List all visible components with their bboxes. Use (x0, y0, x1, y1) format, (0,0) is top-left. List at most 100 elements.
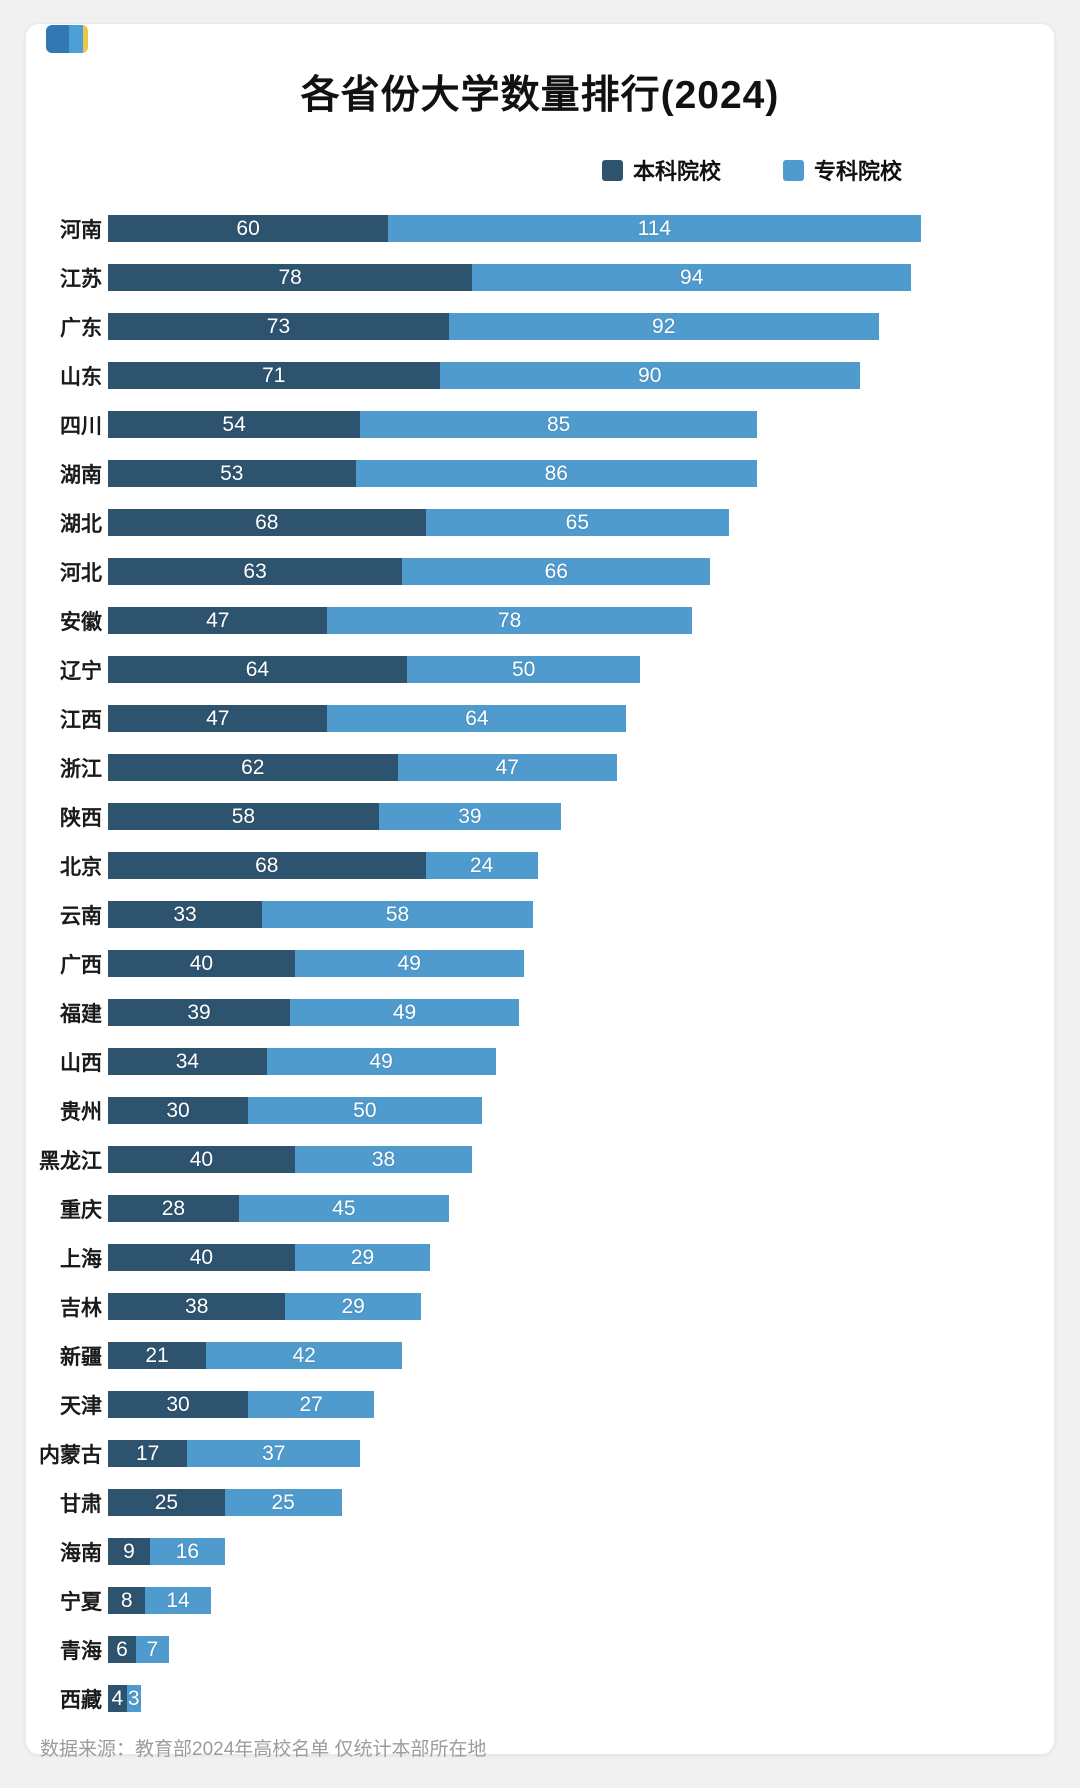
benke-value-label: 47 (206, 608, 230, 632)
province-label: 湖南 (60, 463, 102, 487)
chart-row: 西藏 4 3 (32, 1685, 1042, 1712)
bar-segment-benke: 6 (108, 1636, 137, 1663)
bar-segment-benke: 71 (108, 362, 440, 389)
benke-value-label: 30 (166, 1392, 190, 1416)
chart-row: 河北 63 66 (32, 558, 1042, 585)
zhuanke-value-label: 39 (458, 804, 482, 828)
benke-value-label: 9 (123, 1539, 135, 1563)
bar-track: 47 78 (108, 607, 1042, 634)
bar-track: 62 47 (108, 754, 1042, 781)
chart-row: 云南 33 58 (32, 901, 1042, 928)
benke-value-label: 6 (116, 1637, 128, 1661)
logo-light-blue-block (69, 25, 83, 53)
bar-segment-zhuanke: 37 (187, 1440, 361, 1467)
benke-value-label: 4 (111, 1686, 124, 1710)
chart-row: 湖北 68 65 (32, 509, 1042, 536)
benke-value-label: 47 (206, 706, 230, 730)
bar-track: 30 27 (108, 1391, 1042, 1418)
chart-row: 广西 40 49 (32, 950, 1042, 977)
chart-row: 浙江 62 47 (32, 754, 1042, 781)
bar-segment-benke: 63 (108, 558, 403, 585)
zhuanke-value-label: 66 (544, 559, 568, 583)
chart-row: 福建 39 49 (32, 999, 1042, 1026)
bar-segment-benke: 38 (108, 1293, 286, 1320)
bar-segment-zhuanke: 90 (439, 362, 860, 389)
zhuanke-value-label: 16 (175, 1539, 200, 1563)
bar-segment-benke: 47 (108, 705, 328, 732)
zhuanke-value-label: 38 (371, 1147, 396, 1171)
zhuanke-value-label: 50 (353, 1098, 377, 1122)
bar-segment-zhuanke: 94 (472, 264, 912, 291)
zhuanke-value-label: 37 (262, 1441, 286, 1465)
province-label: 江苏 (60, 267, 102, 291)
bar-segment-zhuanke: 25 (224, 1489, 342, 1516)
chart-row: 黑龙江 40 38 (32, 1146, 1042, 1173)
bar-segment-benke: 33 (108, 901, 263, 928)
brand-logo-icon (46, 25, 88, 53)
zhuanke-value-label: 49 (392, 1000, 417, 1024)
benke-value-label: 38 (185, 1294, 209, 1318)
bar-segment-benke: 28 (108, 1195, 239, 1222)
bar-segment-zhuanke: 24 (425, 852, 538, 879)
province-label: 湖北 (60, 512, 102, 536)
province-label: 河南 (60, 218, 102, 242)
bar-segment-benke: 54 (108, 411, 361, 438)
province-label: 内蒙古 (39, 1443, 102, 1467)
province-label: 河北 (60, 561, 102, 585)
province-label: 重庆 (60, 1198, 102, 1222)
bar-segment-zhuanke: 86 (355, 460, 758, 487)
bar-track: 68 65 (108, 509, 1042, 536)
bar-segment-benke: 17 (108, 1440, 188, 1467)
province-label: 安徽 (60, 610, 102, 634)
province-label: 宁夏 (60, 1590, 102, 1614)
zhuanke-value-label: 29 (350, 1245, 375, 1269)
source-note: 数据来源：教育部2024年高校名单 仅统计本部所在地 (40, 1739, 487, 1760)
benke-value-label: 28 (161, 1196, 186, 1220)
chart-row: 海南 9 16 (32, 1538, 1042, 1565)
bar-segment-benke: 39 (108, 999, 291, 1026)
bar-segment-benke: 40 (108, 1244, 295, 1271)
chart-row: 青海 6 7 (32, 1636, 1042, 1663)
bar-track: 40 38 (108, 1146, 1042, 1173)
province-label: 浙江 (60, 757, 102, 781)
bar-segment-zhuanke: 58 (262, 901, 533, 928)
bar-track: 25 25 (108, 1489, 1042, 1516)
benke-value-label: 33 (173, 902, 197, 926)
zhuanke-value-label: 58 (385, 902, 410, 926)
bar-track: 34 49 (108, 1048, 1042, 1075)
bar-segment-zhuanke: 114 (388, 215, 921, 242)
chart-row: 新疆 21 42 (32, 1342, 1042, 1369)
legend-label-benke: 本科院校 (632, 159, 721, 184)
zhuanke-value-label: 25 (271, 1490, 295, 1514)
chart-row: 辽宁 64 50 (32, 656, 1042, 683)
province-label: 黑龙江 (39, 1149, 102, 1173)
bar-segment-zhuanke: 3 (126, 1685, 141, 1712)
chart-row: 山东 71 90 (32, 362, 1042, 389)
benke-value-label: 68 (255, 510, 279, 534)
bar-track: 21 42 (108, 1342, 1042, 1369)
benke-value-label: 64 (245, 657, 270, 681)
chart-row: 宁夏 8 14 (32, 1587, 1042, 1614)
chart-row: 吉林 38 29 (32, 1293, 1042, 1320)
bar-segment-zhuanke: 39 (378, 803, 561, 830)
zhuanke-value-label: 85 (546, 412, 571, 436)
province-label: 海南 (60, 1541, 102, 1565)
legend-item-zhuanke: 专科院校 (782, 154, 902, 186)
chart-row: 甘肃 25 25 (32, 1489, 1042, 1516)
chart-row: 北京 68 24 (32, 852, 1042, 879)
bar-segment-benke: 58 (108, 803, 379, 830)
bar-segment-zhuanke: 85 (360, 411, 758, 438)
province-label: 甘肃 (60, 1492, 102, 1516)
province-label: 山西 (60, 1051, 102, 1075)
benke-value-label: 71 (262, 363, 286, 387)
bar-track: 71 90 (108, 362, 1042, 389)
zhuanke-value-label: 45 (332, 1196, 356, 1220)
benke-value-label: 40 (189, 951, 214, 975)
bar-segment-benke: 78 (108, 264, 473, 291)
chart-title: 各省份大学数量排行(2024) (300, 74, 780, 117)
benke-swatch-icon (601, 159, 623, 181)
zhuanke-value-label: 64 (465, 706, 489, 730)
bar-segment-zhuanke: 78 (327, 607, 692, 634)
chart-row: 山西 34 49 (32, 1048, 1042, 1075)
bar-segment-zhuanke: 50 (248, 1097, 482, 1124)
